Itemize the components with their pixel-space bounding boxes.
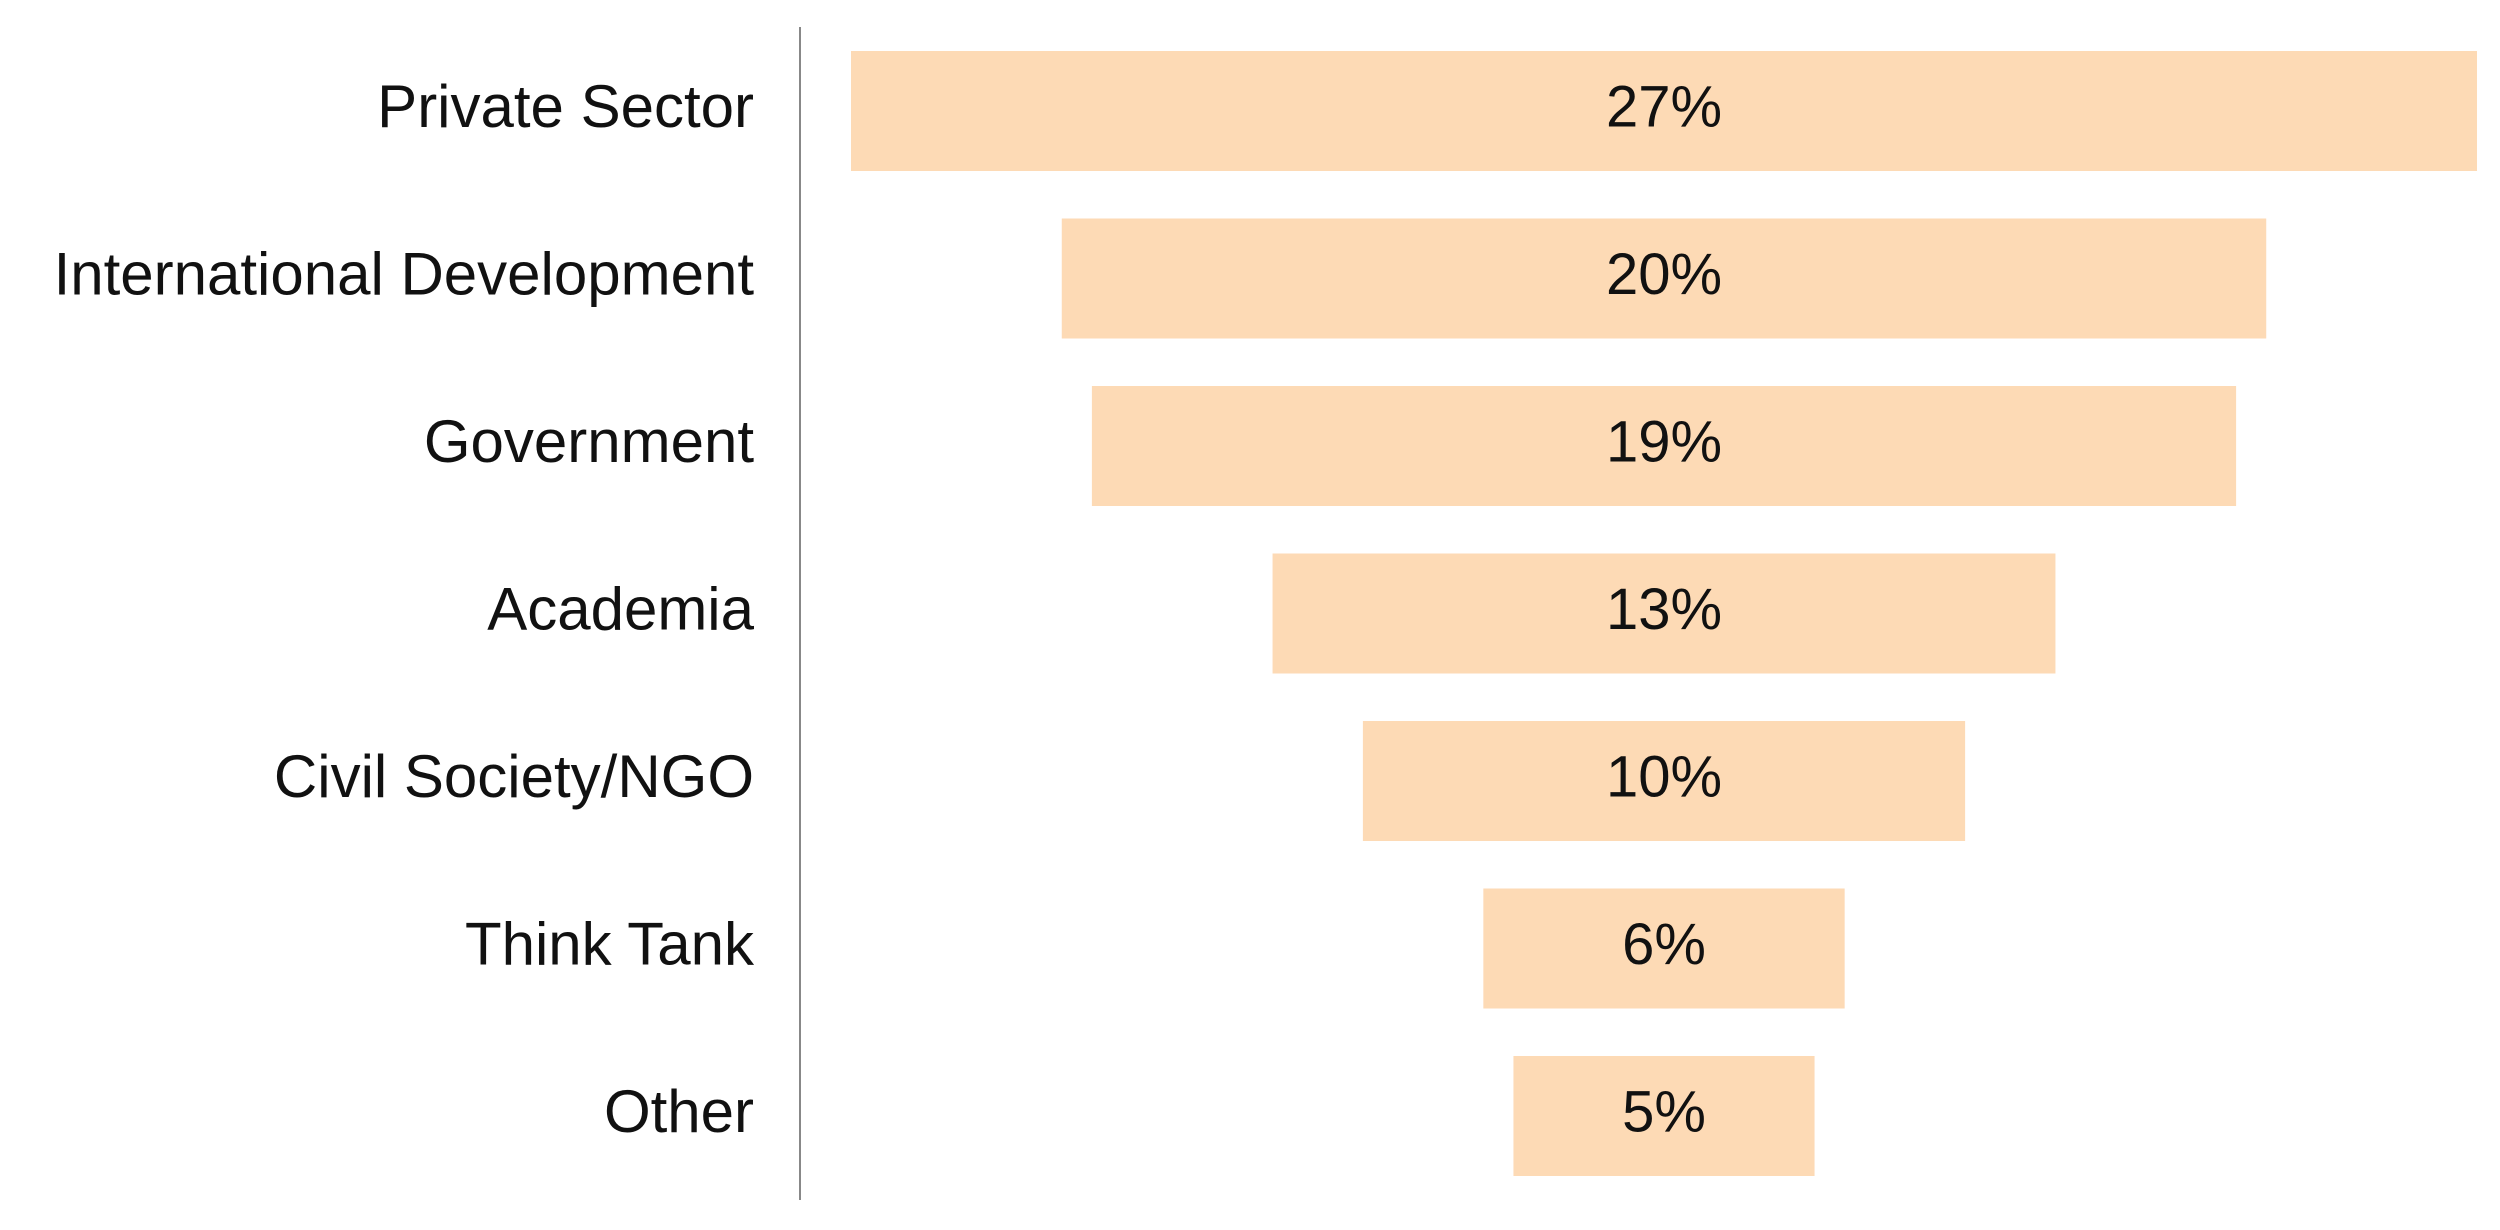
value-label: 13% (1606, 577, 1722, 642)
funnel-bar (1272, 553, 2056, 674)
value-label: 27% (1606, 74, 1722, 139)
funnel-bar (1483, 888, 1845, 1009)
funnel-bar (1091, 386, 2237, 506)
value-label: 5% (1622, 1079, 1706, 1144)
category-label: Academia (487, 575, 754, 642)
funnel-bar (1362, 721, 1966, 841)
funnel-bar (851, 51, 2477, 171)
category-label: Other (604, 1078, 754, 1145)
category-label: Private Sector (377, 73, 754, 140)
category-label: Think Tank (465, 910, 755, 977)
funnel-bar (1513, 1056, 1815, 1176)
value-label: 6% (1622, 912, 1706, 977)
category-label: Civil Society/NGO (274, 743, 754, 810)
category-label: International Development (54, 240, 755, 307)
category-label: Government (424, 408, 754, 475)
value-label: 19% (1606, 409, 1722, 474)
value-label: 20% (1606, 242, 1722, 307)
funnel-bar (1061, 218, 2267, 339)
value-label: 10% (1606, 744, 1722, 809)
